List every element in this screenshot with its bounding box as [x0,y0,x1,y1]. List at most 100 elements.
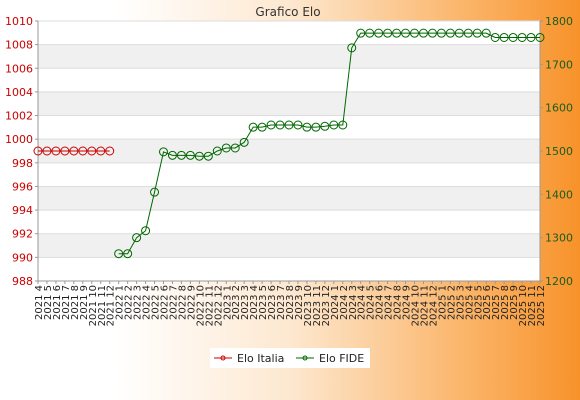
x-tick-label: 2023 7 [276,285,287,320]
plot-band [38,233,540,258]
x-tick-label: 2025 9 [509,285,520,320]
x-tick-label: 2023 8 [285,285,296,320]
right-tick-label: 1400 [545,188,573,201]
left-tick-label: 1002 [5,110,33,123]
left-tick-label: 996 [12,180,33,193]
plot-band [38,162,540,187]
data-point-elo-italia [96,146,106,156]
right-tick-label: 1700 [545,58,573,71]
data-point-elo-fide [203,151,213,161]
legend-marker-elo-fide [302,355,308,361]
data-point-elo-fide [266,120,276,130]
left-tick-label: 992 [12,228,33,241]
data-point-elo-fide [194,151,204,161]
x-tick-label: 2023 6 [267,285,278,320]
data-point-elo-fide [535,32,545,42]
data-point-elo-fide [141,226,151,236]
data-point-elo-fide [481,28,491,38]
x-tick-label: 2022 10 [195,285,206,326]
data-point-elo-fide [374,28,384,38]
x-tick-label: 2025 3 [455,285,466,320]
x-tick-label: 2021 7 [61,285,72,320]
x-tick-label: 2023 2 [231,285,242,320]
legend-label-elo-fide: Elo FIDE [319,352,364,365]
data-point-elo-italia [51,146,61,156]
plot-band [38,186,540,211]
data-point-elo-fide [401,28,411,38]
data-point-elo-fide [123,249,133,259]
data-point-elo-italia [87,146,97,156]
legend-marker-elo-italia [220,355,226,361]
x-tick-label: 2023 5 [258,285,269,320]
x-tick-label: 2022 1 [115,285,126,320]
data-point-elo-fide [132,233,142,243]
data-point-elo-italia [78,146,88,156]
x-tick-label: 2025 4 [464,285,475,320]
x-tick-label: 2025 1 [437,285,448,320]
data-point-elo-fide [302,122,312,132]
data-point-elo-fide [176,150,186,160]
x-tick-label: 2022 12 [213,285,224,326]
data-point-elo-fide [472,28,482,38]
x-tick-label: 2025 5 [473,285,484,320]
x-tick-label: 2025 6 [482,285,493,320]
left-tick-label: 1010 [5,15,33,28]
legend-label-elo-italia: Elo Italia [237,352,284,365]
data-point-elo-fide [114,249,124,259]
right-tick-label: 1600 [545,102,573,115]
data-point-elo-fide [526,32,536,42]
x-tick-label: 2022 6 [160,285,171,320]
x-tick-label: 2021 9 [79,285,90,320]
data-point-elo-fide [365,28,375,38]
data-point-elo-italia [69,146,79,156]
x-tick-label: 2021 4 [34,285,45,320]
data-point-elo-fide [212,146,222,156]
data-point-elo-fide [454,28,464,38]
x-tick-label: 2023 1 [222,285,233,320]
data-point-elo-fide [508,32,518,42]
plot-band [38,257,540,281]
chart-title: Grafico Elo [255,5,320,19]
x-tick-label: 2024 2 [339,285,350,320]
x-tick-label: 2021 8 [70,285,81,320]
x-tick-label: 2021 11 [97,285,108,326]
left-tick-label: 998 [12,157,33,170]
data-point-elo-fide [427,28,437,38]
x-tick-label: 2024 5 [366,285,377,320]
legend: Elo Italia Elo FIDE [210,348,370,368]
x-tick-label: 2023 9 [294,285,305,320]
left-tick-label: 988 [12,275,33,288]
right-axis: 1200 1300 1400 1500 1600 1700 1800 [540,15,573,288]
data-point-elo-fide [150,187,160,197]
data-point-elo-fide [185,150,195,160]
x-tick-label: 2024 12 [428,285,439,326]
x-tick-label: 2021 6 [52,285,63,320]
data-point-elo-fide [410,28,419,38]
right-tick-label: 1800 [545,15,573,28]
data-point-elo-fide [248,122,258,132]
data-point-elo-fide [167,150,177,160]
plot-band [38,115,540,140]
data-point-elo-fide [320,121,330,131]
x-tick-label: 2024 4 [357,285,368,320]
plot-background [38,21,540,281]
plot-band [38,210,540,234]
x-tick-label: 2024 6 [375,285,386,320]
x-tick-label: 2024 11 [419,285,430,326]
x-tick-label: 2022 9 [186,285,197,320]
legend-box [210,348,370,368]
x-tick-label: 2024 10 [411,285,422,326]
x-tick-label: 2022 3 [133,285,144,320]
x-tick-label: 2025 8 [500,285,511,320]
plot-band [38,68,540,92]
plot-band [38,21,540,45]
x-tick-label: 2021 5 [43,285,54,320]
data-point-elo-fide [159,147,168,157]
series-elo-fide [114,28,545,259]
left-tick-label: 994 [12,204,33,217]
x-tick-label: 2025 10 [518,285,529,326]
x-tick-label: 2023 12 [321,285,332,326]
x-tick-label: 2022 11 [204,285,215,326]
